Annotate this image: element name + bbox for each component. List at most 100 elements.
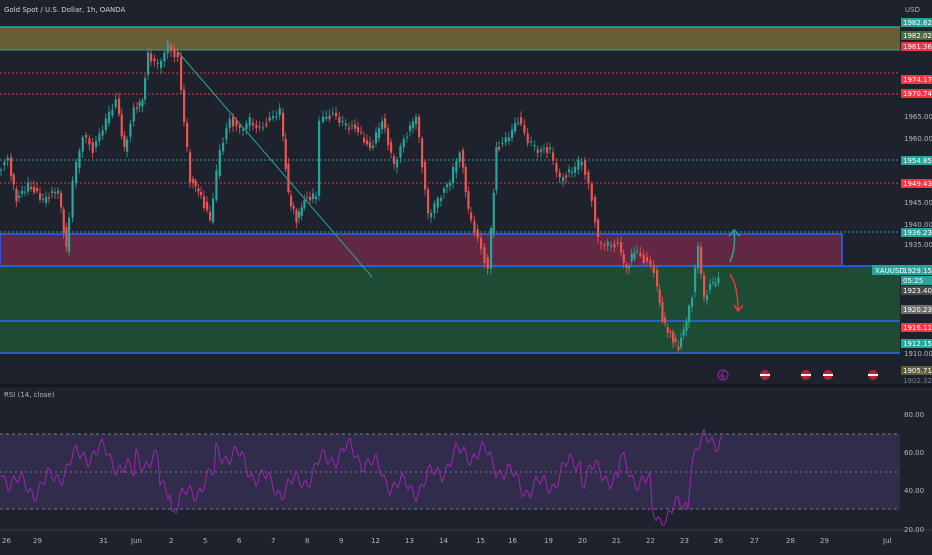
- candle-body[interactable]: [123, 135, 126, 148]
- candle-body[interactable]: [415, 116, 418, 125]
- candle-body[interactable]: [427, 189, 430, 214]
- time-axis[interactable]: [0, 530, 932, 550]
- candle-body[interactable]: [517, 122, 520, 124]
- candle-body[interactable]: [126, 139, 129, 152]
- candle-body[interactable]: [630, 253, 633, 262]
- arrow-down-icon[interactable]: [729, 273, 744, 313]
- candle-body[interactable]: [440, 197, 443, 201]
- candle-body[interactable]: [272, 116, 275, 119]
- candle-body[interactable]: [381, 121, 384, 130]
- candle-body[interactable]: [331, 113, 334, 115]
- candle-body[interactable]: [646, 257, 649, 262]
- candle-body[interactable]: [3, 162, 6, 165]
- candle-body[interactable]: [508, 137, 511, 141]
- candle-body[interactable]: [636, 250, 639, 252]
- candle-body[interactable]: [21, 190, 24, 194]
- candle-body[interactable]: [183, 89, 186, 122]
- candle-body[interactable]: [222, 142, 225, 152]
- candle-body[interactable]: [642, 254, 645, 263]
- candle-body[interactable]: [71, 180, 74, 218]
- candle-body[interactable]: [101, 130, 104, 136]
- candle-body[interactable]: [166, 42, 169, 54]
- candle-body[interactable]: [192, 179, 195, 183]
- candle-body[interactable]: [0, 169, 3, 171]
- candle-body[interactable]: [278, 108, 281, 116]
- candle-body[interactable]: [88, 138, 91, 145]
- candle-body[interactable]: [232, 117, 235, 127]
- candle-body[interactable]: [290, 195, 293, 207]
- candle-body[interactable]: [62, 209, 65, 233]
- price-tag[interactable]: 1905.718: [903, 367, 932, 375]
- candle-body[interactable]: [430, 212, 433, 218]
- price-tag[interactable]: 1923.402: [903, 287, 932, 295]
- price-tag[interactable]: 1912.158: [903, 340, 932, 348]
- candle-body[interactable]: [315, 196, 318, 200]
- candle-body[interactable]: [571, 171, 574, 173]
- candle-body[interactable]: [15, 189, 18, 202]
- candle-body[interactable]: [565, 175, 568, 178]
- candle-body[interactable]: [30, 187, 33, 189]
- candle-body[interactable]: [610, 245, 613, 247]
- candle-body[interactable]: [594, 197, 597, 223]
- candle-body[interactable]: [363, 137, 366, 143]
- price-tag[interactable]: 1970.748: [903, 90, 932, 98]
- candle-body[interactable]: [218, 150, 221, 176]
- candle-body[interactable]: [520, 117, 523, 125]
- candle-body[interactable]: [235, 120, 238, 126]
- rsi-pane[interactable]: [0, 386, 900, 530]
- candle-body[interactable]: [656, 270, 659, 287]
- candle-body[interactable]: [354, 124, 357, 129]
- candle-body[interactable]: [402, 138, 405, 148]
- candle-body[interactable]: [120, 114, 123, 137]
- candle-body[interactable]: [228, 118, 231, 128]
- candle-body[interactable]: [504, 137, 507, 143]
- candle-body[interactable]: [248, 117, 251, 127]
- candle-body[interactable]: [57, 190, 60, 194]
- candle-body[interactable]: [203, 196, 206, 208]
- candle-body[interactable]: [540, 149, 543, 152]
- candle-body[interactable]: [150, 53, 153, 62]
- candle-body[interactable]: [189, 152, 192, 183]
- candle-body[interactable]: [262, 127, 265, 129]
- candle-body[interactable]: [284, 138, 287, 170]
- candle-body[interactable]: [338, 117, 341, 123]
- candle-body[interactable]: [225, 127, 228, 140]
- candle-body[interactable]: [549, 147, 552, 150]
- candle-body[interactable]: [680, 337, 683, 348]
- candle-body[interactable]: [366, 140, 369, 145]
- candle-body[interactable]: [546, 147, 549, 153]
- candle-body[interactable]: [153, 58, 156, 62]
- candle-body[interactable]: [658, 289, 661, 303]
- candle-body[interactable]: [360, 131, 363, 133]
- symbol-tag[interactable]: XAUUSD: [875, 267, 905, 275]
- candle-body[interactable]: [51, 191, 54, 194]
- candle-body[interactable]: [238, 125, 241, 128]
- candle-body[interactable]: [33, 186, 36, 193]
- candle-body[interactable]: [688, 305, 691, 323]
- candle-body[interactable]: [215, 170, 218, 200]
- candle-body[interactable]: [511, 129, 514, 138]
- candle-body[interactable]: [163, 52, 166, 62]
- event-icon-lightning[interactable]: [717, 369, 729, 381]
- candle-body[interactable]: [265, 123, 268, 126]
- resistance-zone-top[interactable]: [0, 27, 900, 50]
- candle-body[interactable]: [700, 246, 703, 274]
- candle-body[interactable]: [341, 120, 344, 122]
- candle-body[interactable]: [173, 48, 176, 57]
- candle-body[interactable]: [501, 142, 504, 145]
- candle-body[interactable]: [209, 211, 212, 221]
- candle-body[interactable]: [252, 122, 255, 126]
- price-tag[interactable]: 1949.433: [903, 180, 932, 188]
- candle-body[interactable]: [180, 57, 183, 91]
- candle-body[interactable]: [98, 133, 101, 142]
- candle-body[interactable]: [433, 203, 436, 213]
- price-tag[interactable]: 1916.110: [903, 324, 932, 332]
- candle-body[interactable]: [212, 198, 215, 223]
- candle-body[interactable]: [200, 191, 203, 196]
- candle-body[interactable]: [375, 132, 378, 144]
- candle-body[interactable]: [372, 145, 375, 148]
- candle-body[interactable]: [396, 159, 399, 168]
- candle-body[interactable]: [703, 275, 706, 298]
- candle-body[interactable]: [669, 331, 672, 333]
- candle-body[interactable]: [138, 102, 141, 107]
